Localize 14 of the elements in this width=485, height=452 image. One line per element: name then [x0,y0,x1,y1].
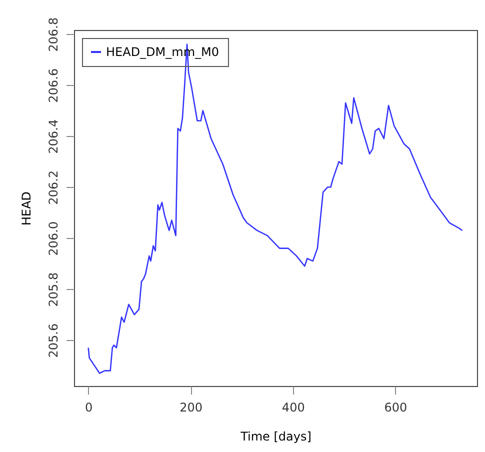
x-tick-label: 200 [180,400,203,414]
x-tick-label: 400 [282,400,305,414]
x-tick-label: 0 [85,400,93,414]
y-tick-label: 206.2 [46,170,60,205]
y-axis-title: HEAD [20,191,34,226]
y-tick-label: 206.6 [46,68,60,103]
line-series [88,44,463,374]
y-tick-label: 205.8 [46,272,60,307]
x-tick-label: 600 [384,400,408,414]
x-axis-title: Time [days] [240,430,312,444]
y-tick-label: 206.0 [46,221,60,256]
y-tick-label: 205.6 [46,323,60,358]
y-tick-label: 206.4 [46,119,60,154]
y-tick-label: 206.8 [46,17,60,52]
